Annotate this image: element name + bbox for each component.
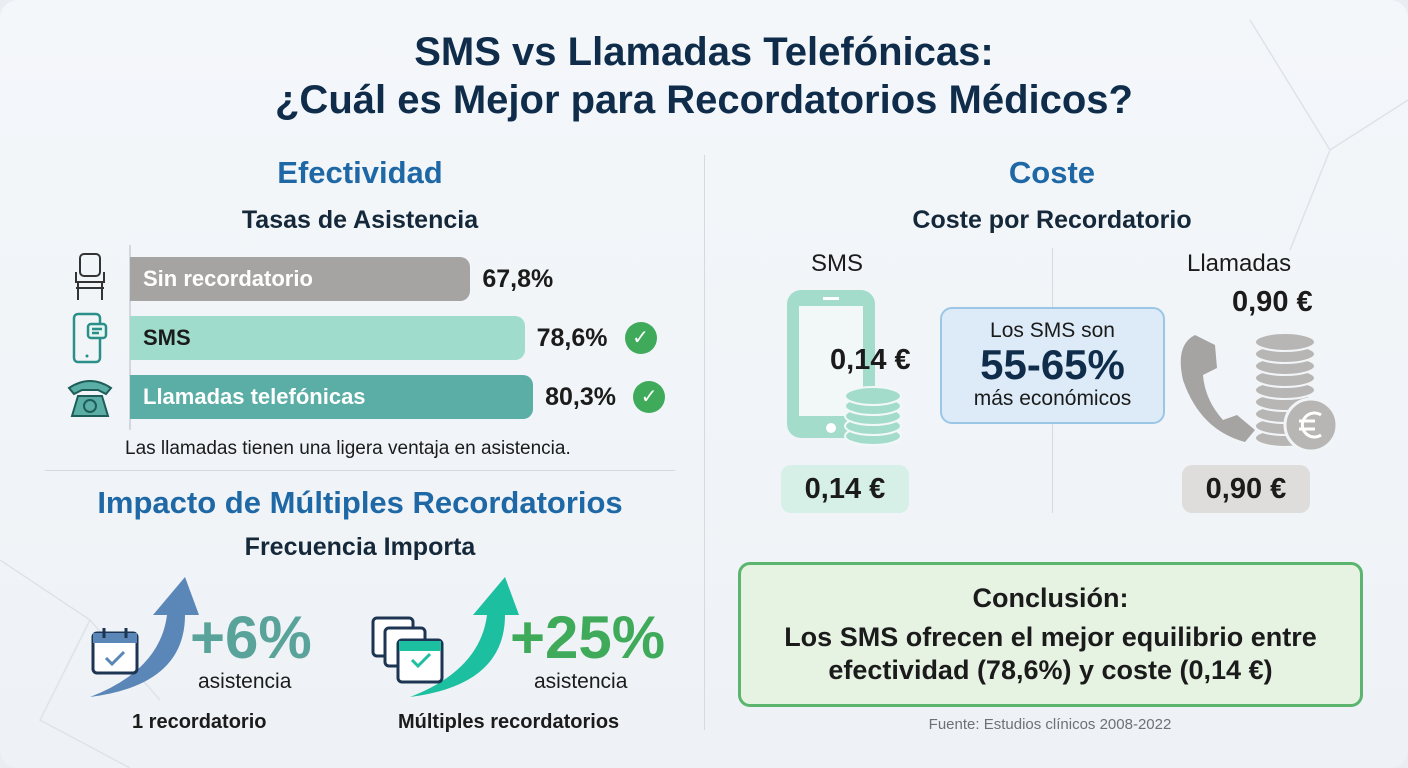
savings-callout: Los SMS son 55-65% más económicos [940, 307, 1165, 424]
bar-1: SMS [130, 316, 525, 360]
sms-price-badge: 0,14 € [781, 465, 909, 513]
title-line1: SMS vs Llamadas Telefónicas: [414, 30, 994, 74]
source-note: Fuente: Estudios clínicos 2008-2022 [928, 716, 1172, 733]
calls-price: 0,90 € [1232, 286, 1313, 318]
impact-value-1: +6% [190, 604, 312, 671]
title-line2: ¿Cuál es Mejor para Recordatorios Médico… [275, 78, 1133, 122]
sms-price: 0,14 € [830, 344, 911, 376]
sms-label: SMS [811, 250, 864, 277]
bar-value-label: 78,6% [536, 324, 608, 352]
effectiveness-subheading: Tasas de Asistencia [241, 206, 479, 234]
telephone-icon [67, 380, 113, 417]
arrow-up-icon [90, 577, 199, 697]
conclusion-box: Conclusión: Los SMS ofrecen el mejor equ… [738, 562, 1363, 707]
check-icon: ✓ [633, 381, 666, 413]
conclusion-line1: Los SMS ofrecen el mejor equilibrio entr… [784, 622, 1317, 652]
cost-subheading: Coste por Recordatorio [912, 206, 1192, 234]
calendars-icon [371, 616, 444, 684]
impact-heading: Impacto de Múltiples Recordatorios [97, 485, 623, 520]
callout-line2: más económicos [973, 387, 1132, 410]
callout-line1: Los SMS son [990, 319, 1115, 342]
bar-label: Sin recordatorio [143, 266, 313, 291]
section-divider [45, 470, 675, 471]
chair-icon [75, 253, 105, 300]
impact-label-1: asistencia [198, 670, 292, 693]
arrow-up-icon [410, 577, 519, 697]
divider [704, 155, 705, 730]
check-icon: ✓ [624, 322, 657, 354]
effectiveness-note: Las llamadas tienen una ligera ventaja e… [125, 438, 571, 459]
bar-label: Llamadas telefónicas [143, 384, 366, 409]
bar-value-label: 67,8% [482, 265, 554, 293]
calls-label: Llamadas [1187, 250, 1292, 277]
calls-price-badge: 0,90 € [1182, 465, 1310, 513]
smartphone-chat-icon [72, 312, 108, 364]
bar-2: Llamadas telefónicas [130, 375, 534, 419]
impact-caption-2: Múltiples recordatorios [398, 711, 620, 733]
calendar-check-icon [91, 628, 139, 675]
bar-label: SMS [143, 325, 191, 350]
impact-value-2: +25% [510, 604, 666, 671]
impact-caption-1: 1 recordatorio [132, 711, 267, 733]
bar-0: Sin recordatorio [130, 257, 471, 301]
phone-coins-icon [1180, 332, 1339, 453]
conclusion-title: Conclusión: [972, 583, 1129, 613]
smartphone-coins-icon [787, 290, 902, 446]
callout-percent: 55-65% [980, 341, 1125, 388]
bar-value-label: 80,3% [545, 383, 616, 411]
impact-label-2: asistencia [534, 670, 628, 693]
conclusion-line2: efectividad (78,6%) y coste (0,14 €) [828, 655, 1273, 685]
page-title: SMS vs Llamadas Telefónicas: ¿Cuál es Mej… [0, 28, 1408, 124]
impact-subheading: Frecuencia Importa [244, 533, 476, 561]
effectiveness-heading: Efectividad [277, 155, 443, 190]
cost-heading: Coste [1008, 155, 1096, 190]
